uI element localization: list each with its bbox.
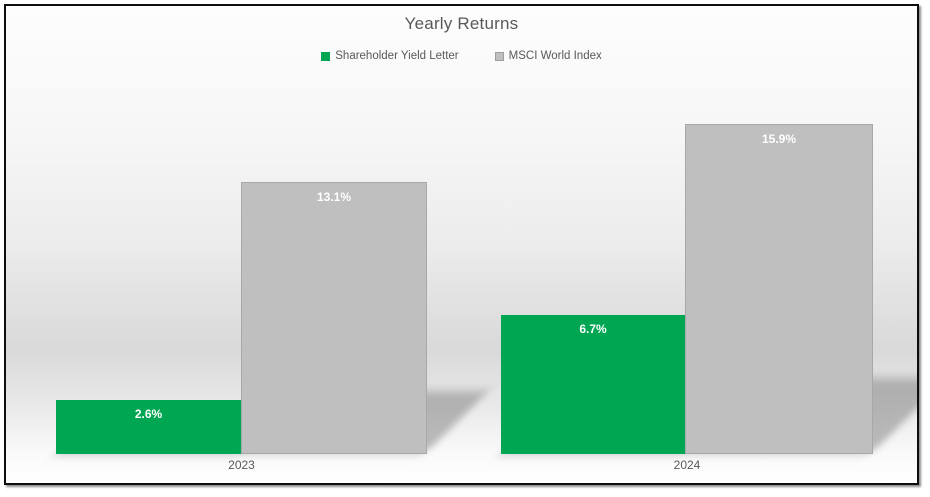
legend-item-msci-world-index: MSCI World Index xyxy=(494,50,602,62)
legend-swatch-gray-icon xyxy=(494,51,504,61)
data-label: 13.1% xyxy=(316,190,352,204)
data-label: 15.9% xyxy=(761,132,797,146)
chart-frame: Yearly Returns Shareholder Yield Letter … xyxy=(4,4,919,485)
bar-2023-msci-world: 13.1% xyxy=(241,182,427,454)
bar-2024-msci-world: 15.9% xyxy=(685,124,873,454)
data-label: 2.6% xyxy=(134,407,163,421)
x-axis-label-2024: 2024 xyxy=(673,458,701,472)
bar-2023-shareholder-yield: 2.6% xyxy=(56,400,241,454)
data-label: 6.7% xyxy=(579,322,607,336)
bar-2024-shareholder-yield: 6.7% xyxy=(501,315,685,454)
legend-label: MSCI World Index xyxy=(508,50,602,62)
legend-label: Shareholder Yield Letter xyxy=(335,50,459,62)
chart-title: Yearly Returns xyxy=(404,14,519,33)
plot-area: 2.6% 13.1% 6.7% 15.9% xyxy=(6,6,917,454)
legend-item-shareholder-yield-letter: Shareholder Yield Letter xyxy=(321,50,459,62)
x-axis-label-2023: 2023 xyxy=(228,458,255,472)
legend: Shareholder Yield Letter MSCI World Inde… xyxy=(6,50,917,62)
legend-swatch-green-icon xyxy=(321,51,331,61)
